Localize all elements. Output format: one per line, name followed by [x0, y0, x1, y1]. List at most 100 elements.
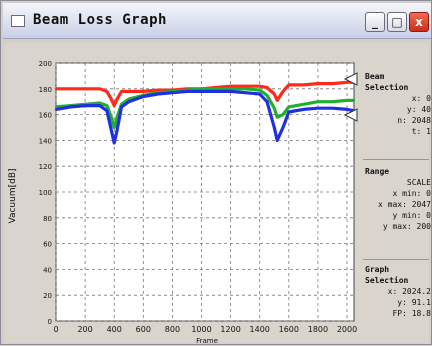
data-point-green [105, 104, 109, 107]
cursor-marker-top[interactable] [343, 72, 358, 86]
beam-selection-title: Beam Selection [365, 72, 409, 92]
graph-selection-row: y: 91.1 [397, 298, 431, 307]
data-point-red [244, 85, 247, 88]
data-point-red [98, 87, 101, 91]
data-point-blue [113, 141, 116, 145]
graph-selection-row: FP: 18.8 [392, 309, 431, 318]
y-tick-label: 80 [43, 215, 52, 223]
cursor-marker-bottom[interactable] [343, 108, 358, 122]
beam-selection-row: n: 2048 [397, 116, 431, 125]
data-point-blue [83, 104, 87, 107]
data-point-green [265, 94, 269, 97]
data-point-red [229, 85, 232, 88]
data-point-blue [287, 110, 290, 114]
x-tick-label: 400 [107, 325, 122, 334]
data-point-red [83, 87, 87, 91]
title-bar[interactable]: Beam Loss Graph _ □ x [3, 3, 431, 39]
data-point-blue [185, 90, 189, 93]
range-row: y min: 0 [392, 211, 431, 220]
data-point-green [244, 87, 247, 91]
data-point-red [69, 87, 72, 91]
maximize-button[interactable]: □ [387, 12, 407, 32]
y-tick-label: 160 [39, 112, 52, 120]
x-tick-label: 2000 [337, 325, 357, 334]
x-tick-label: 1000 [191, 325, 211, 334]
data-point-green [115, 116, 119, 119]
data-point-red [156, 88, 160, 92]
y-tick-label: 20 [43, 292, 52, 300]
data-point-green [54, 105, 58, 109]
data-point-green [229, 87, 232, 91]
data-point-green [110, 116, 113, 119]
data-point-green [98, 101, 101, 105]
data-point-blue [276, 139, 279, 142]
data-point-green [316, 100, 320, 103]
data-point-blue [105, 109, 109, 112]
beam-selection-row: t: 1 [411, 127, 431, 136]
x-tick-label: 0 [53, 325, 58, 334]
data-point-blue [345, 108, 349, 111]
data-point-blue [127, 100, 130, 103]
x-tick-label: 1200 [220, 325, 240, 334]
x-tick-label: 1800 [308, 325, 328, 334]
data-point-red [110, 97, 113, 101]
data-point-red [276, 99, 279, 102]
y-tick-label: 0 [48, 318, 52, 326]
data-point-blue [316, 107, 320, 110]
beam-selection-row: y: 40 [406, 105, 431, 114]
data-point-blue [171, 91, 174, 94]
range-row: x max: 2047 [378, 200, 431, 209]
data-point-green [113, 126, 116, 129]
data-point-red [142, 90, 145, 93]
y-axis-label: Vacuum[dB] [8, 168, 18, 223]
data-point-blue [258, 92, 261, 96]
range-row: x min: 0 [392, 189, 431, 198]
side-divider [363, 159, 429, 160]
y-tick-label: 40 [43, 266, 52, 274]
minimize-button[interactable]: _ [365, 12, 385, 32]
y-tick-label: 180 [39, 86, 52, 94]
data-point-blue [265, 100, 269, 103]
data-point-red [345, 81, 349, 84]
y-tick-label: 140 [39, 137, 52, 145]
graph-selection-panel: Graph Selection x: 2024.2 y: 91.1 FP: 18… [365, 264, 431, 319]
data-point-blue [115, 128, 119, 132]
data-point-red [331, 82, 334, 85]
data-point-green [331, 100, 334, 103]
range-row: y max: 200 [382, 222, 431, 231]
data-point-blue [244, 91, 247, 94]
data-point-green [302, 103, 305, 106]
data-point-red [115, 97, 119, 101]
data-point-red [273, 92, 276, 96]
data-point-green [345, 99, 349, 102]
range-title: Range [365, 167, 390, 176]
side-divider [363, 259, 429, 260]
beam-selection-panel: Beam Selection x: 0 y: 40 n: 2048 t: 1 [365, 71, 431, 137]
window-title: Beam Loss Graph [33, 12, 167, 28]
close-button[interactable]: x [409, 12, 429, 32]
data-point-green [214, 87, 218, 91]
data-point-green [127, 97, 130, 101]
data-point-blue [54, 108, 58, 111]
window-icon [11, 15, 25, 27]
graph-selection-title: Graph Selection [365, 265, 409, 285]
data-point-red [281, 90, 285, 93]
data-point-blue [281, 126, 285, 129]
data-point-red [265, 86, 269, 89]
data-point-red [258, 85, 261, 88]
data-point-green [281, 113, 285, 116]
data-point-blue [302, 108, 305, 111]
x-tick-label: 1600 [279, 325, 299, 334]
data-point-blue [200, 90, 203, 93]
data-point-blue [142, 95, 145, 98]
data-point-blue [69, 105, 72, 109]
data-point-red [120, 90, 123, 93]
data-point-blue [214, 90, 218, 93]
x-tick-label: 1400 [250, 325, 270, 334]
data-point-red [113, 104, 116, 107]
x-axis-label: Frame [196, 337, 218, 345]
data-point-red [127, 90, 130, 93]
data-point-blue [229, 90, 232, 93]
data-point-green [352, 99, 356, 102]
